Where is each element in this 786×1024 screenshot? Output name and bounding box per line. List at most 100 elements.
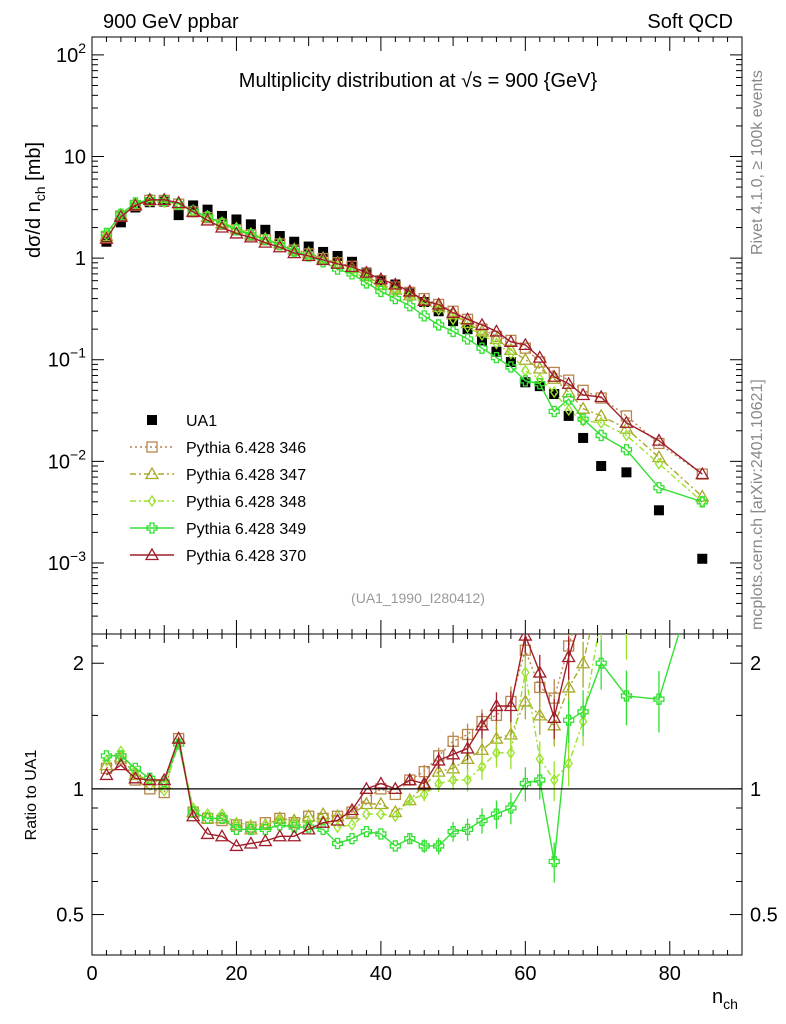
ratio-point — [232, 816, 241, 829]
ratio-point — [620, 603, 632, 614]
legend-marker — [147, 415, 157, 425]
ratio-point — [534, 774, 546, 786]
ratio-point — [344, 802, 360, 816]
ratio-point — [577, 706, 589, 718]
legend-label: Pythia 6.428 346 — [186, 440, 306, 457]
ratio-point — [129, 762, 141, 774]
data-point — [651, 433, 667, 446]
data-point — [344, 259, 360, 273]
ratio-point — [521, 666, 530, 679]
data-point — [489, 324, 504, 337]
ratio-point — [245, 823, 257, 835]
legend-entry: UA1 — [147, 413, 217, 430]
data-point — [463, 320, 472, 334]
data-point — [274, 239, 286, 251]
ratio-point — [333, 820, 342, 834]
ratio-y-tick-label: 0.5 — [56, 905, 84, 927]
data-point — [404, 288, 415, 299]
ratio-point — [697, 436, 707, 446]
x-tick-label: 60 — [514, 963, 536, 985]
ratio-point — [577, 606, 589, 617]
data-point — [214, 220, 230, 233]
data-point — [520, 377, 531, 388]
data-point — [128, 198, 143, 211]
ratio-point — [474, 718, 490, 731]
legend-marker — [144, 547, 160, 561]
data-point — [418, 310, 430, 322]
ratio-point — [274, 819, 286, 831]
ratio-point — [503, 698, 519, 712]
data-point — [548, 405, 560, 418]
data-point — [301, 248, 316, 262]
ratio-point — [346, 832, 358, 845]
ratio-point — [598, 611, 605, 621]
ratio-point — [448, 773, 458, 787]
ratio-point — [549, 773, 559, 787]
data-point — [315, 252, 331, 266]
ratio-point — [696, 435, 708, 446]
data-point — [375, 285, 387, 298]
ratio-point — [331, 837, 344, 850]
ratio-series-pythia-6.428-370 — [99, 435, 708, 852]
ratio-point — [301, 808, 316, 822]
legend-marker — [146, 522, 158, 534]
legend-entry: Pythia 6.428 346 — [130, 440, 306, 457]
svg-text:nch: nch — [712, 986, 738, 1012]
data-point — [596, 416, 606, 429]
ratio-point — [417, 776, 432, 789]
ratio-point — [258, 833, 273, 847]
ratio-point — [200, 826, 215, 840]
data-point — [229, 226, 244, 239]
data-point — [695, 466, 710, 480]
data-point — [532, 350, 547, 363]
data-point — [697, 553, 708, 564]
ratio-point — [653, 693, 665, 705]
header-left: 900 GeV ppbar — [103, 11, 239, 33]
data-point — [217, 210, 227, 221]
data-point — [113, 209, 129, 222]
data-point — [547, 369, 562, 382]
ratio-point — [405, 793, 415, 807]
ratio-point — [201, 812, 214, 825]
ratio-point — [655, 591, 662, 601]
data-point — [359, 268, 374, 281]
data-point — [620, 444, 633, 456]
legend-label: Pythia 6.428 370 — [186, 548, 306, 565]
ratio-line — [106, 634, 577, 847]
x-tick-label: 0 — [86, 963, 97, 985]
main-y-tick-label: 10−1 — [48, 345, 86, 372]
data-point — [492, 337, 501, 350]
series-line — [105, 199, 703, 475]
ratio-point — [490, 808, 503, 820]
ratio-point — [463, 773, 472, 787]
x-tick-label: 80 — [659, 963, 681, 985]
data-point — [245, 229, 257, 241]
svg-text:dσ/d nch [mb]: dσ/d nch [mb] — [23, 142, 48, 258]
data-point — [577, 413, 589, 425]
data-point — [288, 245, 300, 257]
data-point — [578, 432, 589, 443]
ratio-point — [447, 825, 459, 838]
data-point — [490, 351, 503, 364]
ratio-point — [142, 772, 157, 786]
data-point — [505, 361, 517, 373]
ratio-point — [624, 634, 629, 637]
series-pythia-6.428-370 — [99, 192, 710, 480]
ratio-point — [318, 814, 328, 827]
data-point — [651, 449, 667, 463]
legend-entry: Pythia 6.428 349 — [130, 521, 306, 538]
main-y-axis-label: dσ/d nch [mb] — [23, 142, 48, 258]
ratio-point — [359, 781, 374, 795]
data-point — [231, 214, 242, 225]
ratio-point — [532, 708, 547, 721]
data-point — [549, 389, 560, 400]
ratio-point — [595, 578, 607, 589]
data-point — [474, 317, 490, 331]
data-point — [595, 392, 607, 404]
ratio-point — [203, 808, 212, 821]
legend: UA1 Pythia 6.428 346 Pythia 6.428 347 Pythi… — [130, 413, 306, 565]
ratio-point — [620, 690, 633, 702]
series-line — [105, 199, 703, 475]
ratio-point — [575, 655, 591, 669]
data-point — [405, 290, 415, 303]
